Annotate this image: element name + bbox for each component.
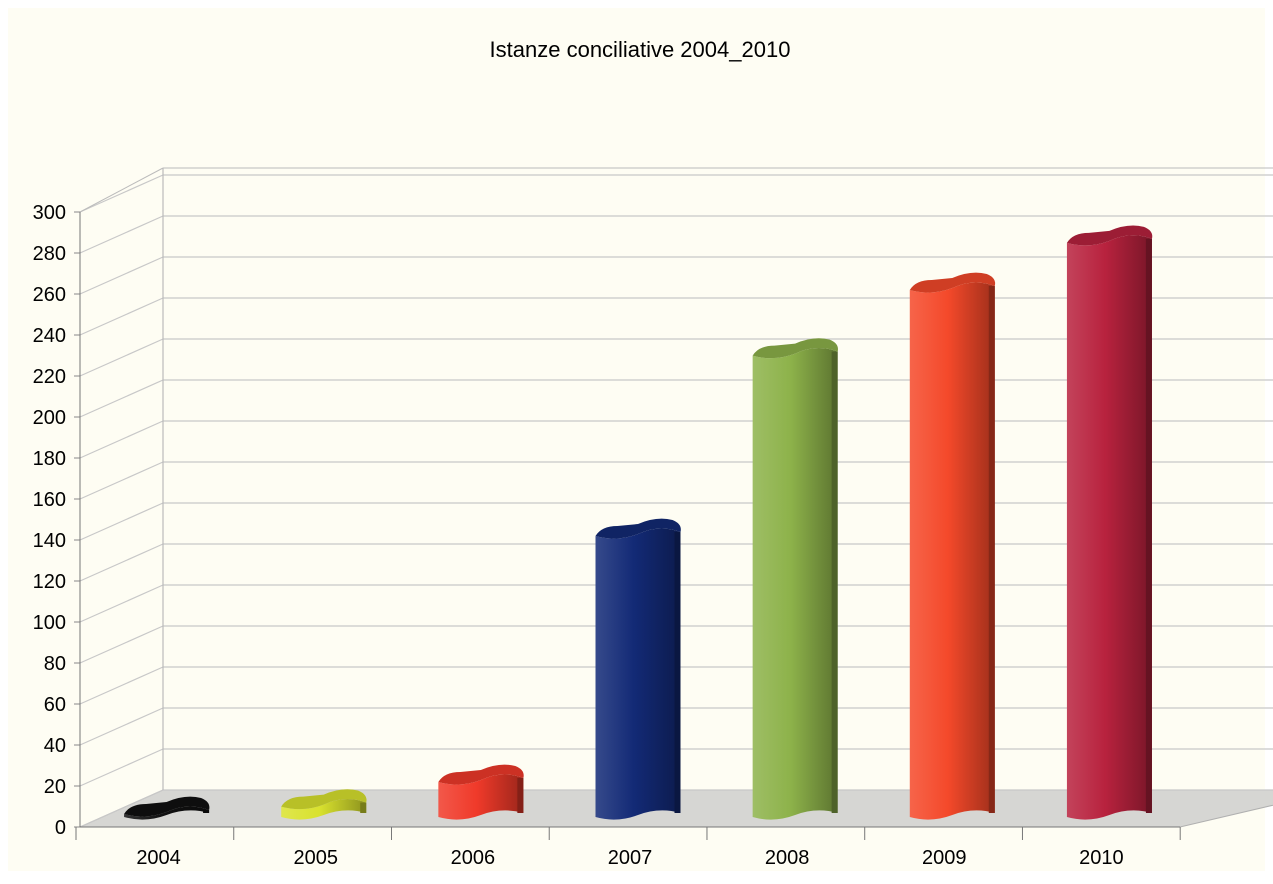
y-tick-label: 180 — [33, 448, 66, 470]
bar-side — [360, 802, 367, 813]
x-tick-label: 2010 — [1079, 847, 1124, 869]
axes — [74, 211, 1181, 840]
bar-side — [988, 286, 995, 813]
gridline-side — [79, 297, 164, 336]
bar-body — [752, 348, 838, 820]
y-tick-label: 120 — [33, 571, 66, 593]
bar — [909, 272, 996, 820]
x-tick-label: 2009 — [922, 847, 967, 869]
bar-side — [674, 532, 681, 813]
bar-top — [909, 272, 996, 293]
bar-side — [1145, 238, 1152, 814]
x-tick-label: 2004 — [136, 847, 181, 869]
bar-side — [203, 810, 210, 813]
y-tick-label: 140 — [33, 530, 66, 552]
y-tick-label: 40 — [44, 735, 66, 757]
bar-top — [124, 796, 210, 817]
gridline-side — [79, 338, 164, 377]
bar — [752, 338, 838, 820]
gridline-side — [79, 584, 164, 623]
bar-body — [595, 528, 681, 820]
y-tick-label: 260 — [33, 284, 66, 306]
x-tick-label: 2006 — [451, 847, 496, 869]
bars — [124, 225, 1153, 820]
y-tick-label: 300 — [33, 202, 66, 224]
gridline-side — [79, 215, 164, 254]
gridline-side — [79, 748, 164, 787]
gridline-side — [79, 502, 164, 541]
bar — [595, 518, 681, 820]
gridline-side — [79, 543, 164, 582]
wall-edge — [79, 167, 164, 213]
gridline-side — [79, 789, 164, 828]
bar-top — [1066, 225, 1153, 246]
gridline-side — [79, 174, 164, 213]
bar-side — [831, 351, 838, 813]
chart-title: Istanze conciliative 2004_2010 — [490, 37, 791, 62]
y-tick-label: 240 — [33, 325, 66, 347]
y-tick-label: 80 — [44, 653, 66, 675]
y-tick-label: 0 — [55, 817, 66, 839]
gridline-side — [79, 379, 164, 418]
bar — [281, 789, 367, 820]
y-tick-label: 220 — [33, 366, 66, 388]
bar-top — [595, 518, 681, 539]
y-tick-label: 280 — [33, 243, 66, 265]
bar-top — [281, 789, 367, 810]
gridline-side — [79, 625, 164, 664]
y-tick-label: 160 — [33, 489, 66, 511]
bar-body — [438, 774, 524, 820]
bar-body — [124, 806, 210, 820]
y-tick-label: 200 — [33, 407, 66, 429]
x-tick-label: 2008 — [765, 847, 810, 869]
y-tick-label: 60 — [44, 694, 66, 716]
bar-top — [438, 764, 524, 785]
y-tick-label: 20 — [44, 776, 66, 798]
x-tick-label: 2007 — [608, 847, 653, 869]
gridline-side — [79, 256, 164, 295]
y-axis-labels: 0 20 40 60 80 100 120 140 160 180 200 220 240 260 280 3… — [33, 202, 66, 839]
bar — [124, 796, 210, 820]
bar — [438, 764, 524, 820]
bar-body — [1066, 235, 1152, 820]
gridline-side — [79, 707, 164, 746]
gridline-side — [79, 420, 164, 459]
gridline-side — [79, 666, 164, 705]
x-axis-labels: 2004 2005 2006 2007 2008 2009 2010 — [136, 847, 1123, 869]
bar — [1066, 225, 1153, 820]
gridline-side — [79, 461, 164, 500]
bar-body — [909, 282, 995, 820]
y-tick-label: 100 — [33, 612, 66, 634]
bar-top — [752, 338, 838, 359]
x-tick-label: 2005 — [293, 847, 338, 869]
bar-body — [281, 799, 367, 820]
bar-side — [517, 778, 524, 813]
